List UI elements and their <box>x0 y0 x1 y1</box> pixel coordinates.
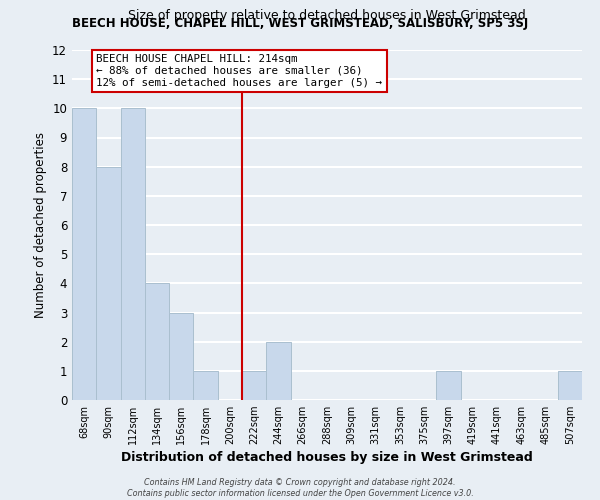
Bar <box>96 166 121 400</box>
Y-axis label: Number of detached properties: Number of detached properties <box>34 132 47 318</box>
Bar <box>436 371 461 400</box>
Bar <box>169 312 193 400</box>
Bar <box>145 284 169 400</box>
Bar <box>242 371 266 400</box>
Bar <box>193 371 218 400</box>
Bar <box>72 108 96 400</box>
Title: Size of property relative to detached houses in West Grimstead: Size of property relative to detached ho… <box>128 10 526 22</box>
Text: BEECH HOUSE CHAPEL HILL: 214sqm
← 88% of detached houses are smaller (36)
12% of: BEECH HOUSE CHAPEL HILL: 214sqm ← 88% of… <box>96 54 382 88</box>
Bar <box>558 371 582 400</box>
Bar <box>266 342 290 400</box>
X-axis label: Distribution of detached houses by size in West Grimstead: Distribution of detached houses by size … <box>121 452 533 464</box>
Text: BEECH HOUSE, CHAPEL HILL, WEST GRIMSTEAD, SALISBURY, SP5 3SJ: BEECH HOUSE, CHAPEL HILL, WEST GRIMSTEAD… <box>72 18 528 30</box>
Bar <box>121 108 145 400</box>
Text: Contains HM Land Registry data © Crown copyright and database right 2024.
Contai: Contains HM Land Registry data © Crown c… <box>127 478 473 498</box>
